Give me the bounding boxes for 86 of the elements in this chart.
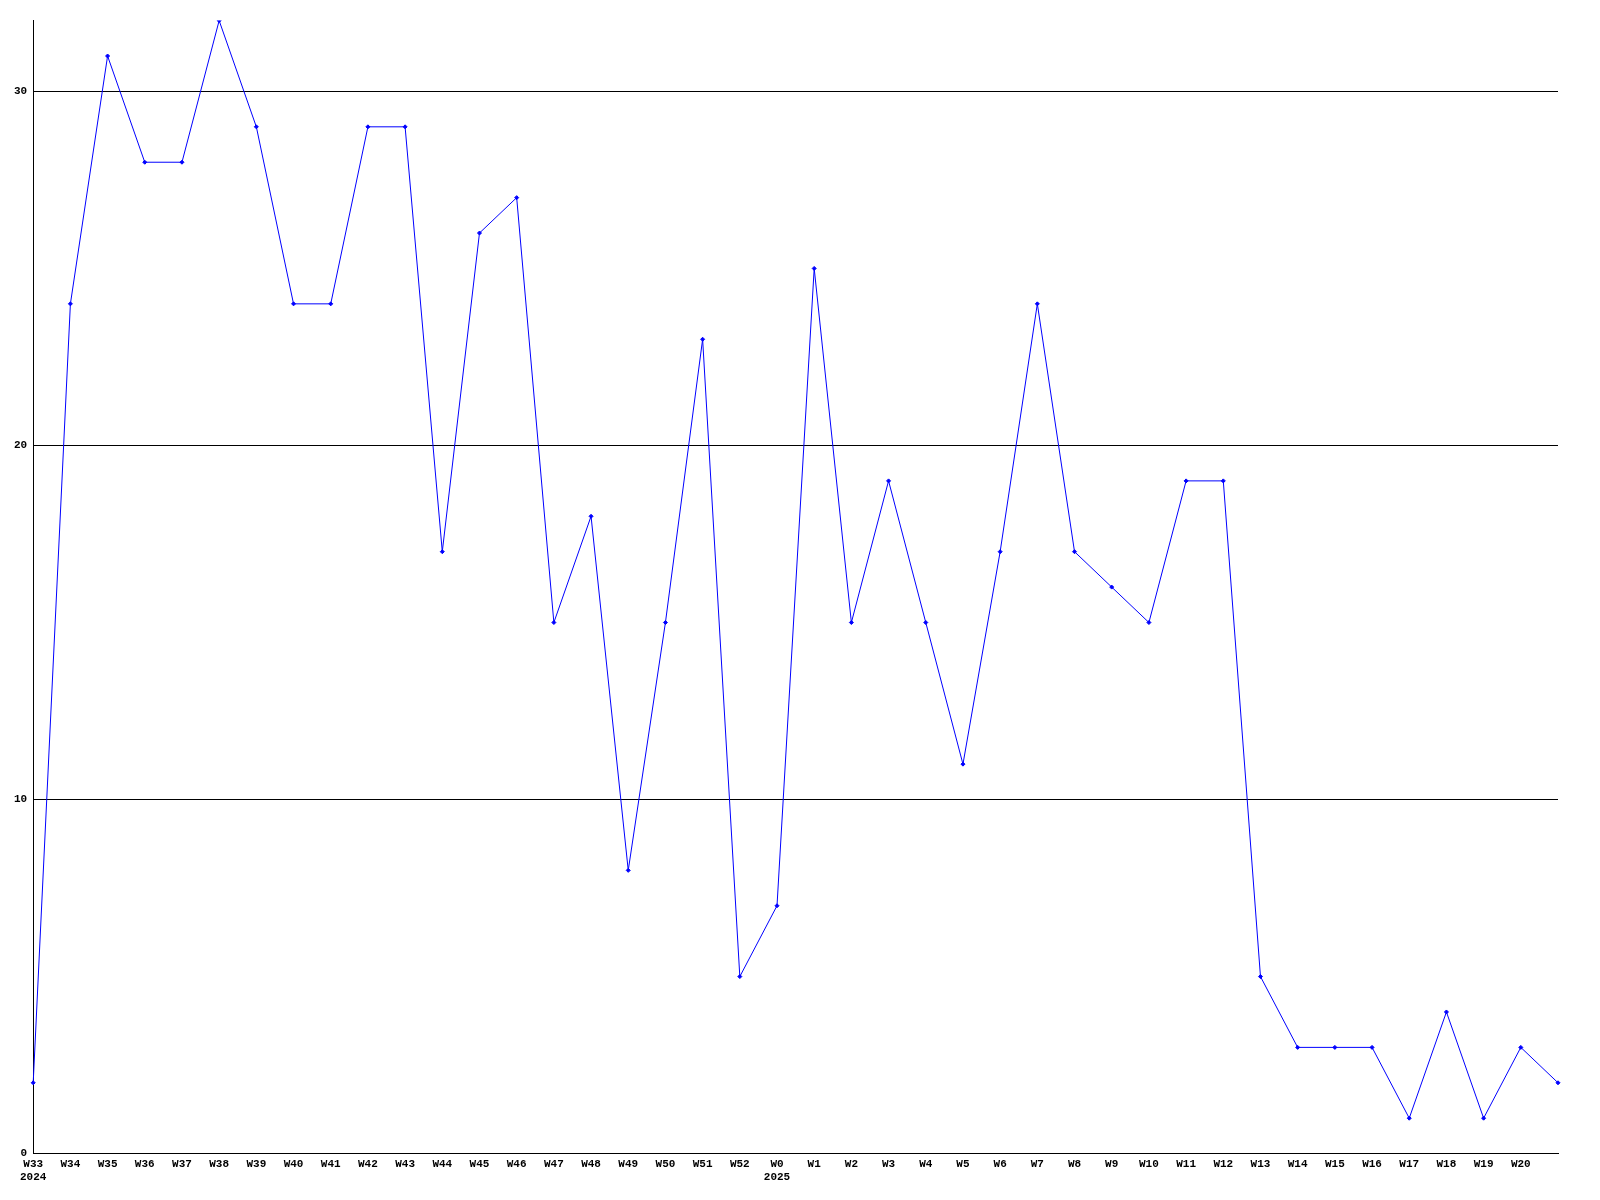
point xyxy=(476,230,482,236)
x-tick-label: W13 xyxy=(1250,1157,1271,1170)
x-tick-label: W16 xyxy=(1362,1157,1382,1170)
x-tick-label: W5 xyxy=(956,1157,970,1170)
point xyxy=(1555,1080,1561,1086)
x-tick-label: W38 xyxy=(209,1157,230,1170)
point xyxy=(253,124,259,130)
point xyxy=(439,549,445,555)
x-tick-label: W19 xyxy=(1473,1157,1494,1170)
point xyxy=(402,124,408,130)
x-tick-label: W36 xyxy=(134,1157,155,1170)
x-tick-label: W47 xyxy=(543,1157,564,1170)
x-tick-label: W11 xyxy=(1176,1157,1197,1170)
point xyxy=(1072,549,1078,555)
point xyxy=(105,53,111,59)
point xyxy=(514,195,520,201)
point xyxy=(886,478,892,484)
point xyxy=(179,159,185,165)
point xyxy=(291,301,297,307)
x-tick-label: W17 xyxy=(1399,1157,1420,1170)
x-tick-label: W48 xyxy=(581,1157,602,1170)
x-tick-label: W40 xyxy=(283,1157,304,1170)
point xyxy=(1220,478,1226,484)
point xyxy=(30,1080,36,1086)
x-tick-label: W10 xyxy=(1139,1157,1159,1170)
x-tick-label: W7 xyxy=(1030,1157,1044,1170)
x-tick-label: W45 xyxy=(469,1157,490,1170)
x-tick-label: W14 xyxy=(1287,1157,1308,1170)
x-tick-label: W8 xyxy=(1067,1157,1082,1170)
point xyxy=(848,620,854,626)
x-tick-label: W1 xyxy=(807,1157,822,1170)
y-tick-label: 20 xyxy=(14,439,28,452)
x-tick-label: W35 xyxy=(97,1157,118,1170)
point xyxy=(737,974,743,980)
point xyxy=(1332,1044,1338,1050)
y-tick-label: 0 xyxy=(20,1147,28,1160)
x-tick-label: W4 xyxy=(919,1157,933,1170)
point xyxy=(662,620,668,626)
point xyxy=(1034,301,1040,307)
x-tick-label: W50 xyxy=(655,1157,676,1170)
x-tick-label: W2 xyxy=(844,1157,858,1170)
point xyxy=(142,159,148,165)
x-tick-label: W46 xyxy=(506,1157,527,1170)
x-tick-label: W44 xyxy=(432,1157,453,1170)
x-tick-label: W51 xyxy=(692,1157,713,1170)
y-tick-label: 10 xyxy=(14,793,28,806)
point xyxy=(67,301,73,307)
x-tick-label: W42 xyxy=(358,1157,378,1170)
x-tick-label: W12 xyxy=(1213,1157,1234,1170)
y-tick-label: 30 xyxy=(14,85,28,98)
point xyxy=(774,903,780,909)
point xyxy=(1481,1115,1487,1121)
x-tick-label: W18 xyxy=(1436,1157,1457,1170)
point xyxy=(1518,1044,1524,1050)
point xyxy=(1443,1009,1449,1015)
x-tick-label: W20 xyxy=(1510,1157,1531,1170)
x-tick-label: W9 xyxy=(1105,1157,1119,1170)
x-tick-label: W15 xyxy=(1324,1157,1346,1170)
point xyxy=(1369,1044,1375,1050)
point xyxy=(1146,620,1152,626)
x-tick-label: W3 xyxy=(881,1157,896,1170)
point xyxy=(328,301,334,307)
point xyxy=(1257,974,1263,980)
x-tick-label: W0 2025 xyxy=(763,1157,791,1184)
point xyxy=(625,867,631,873)
x-tick-label: W41 xyxy=(320,1157,342,1170)
point xyxy=(1406,1115,1412,1121)
x-tick-label: W6 xyxy=(993,1157,1007,1170)
point xyxy=(1109,584,1115,590)
point xyxy=(923,620,929,626)
x-tick-label: W39 xyxy=(246,1157,267,1170)
x-tick-label: W43 xyxy=(395,1157,416,1170)
point xyxy=(365,124,371,130)
point xyxy=(551,620,557,626)
x-tick-label: W52 xyxy=(729,1157,750,1170)
x-tick-label: W34 xyxy=(60,1157,81,1170)
point xyxy=(1295,1044,1301,1050)
x-tick-label: W33 2024 xyxy=(20,1157,47,1184)
point xyxy=(997,549,1003,555)
point xyxy=(811,265,817,271)
x-tick-label: W49 xyxy=(618,1157,639,1170)
point xyxy=(700,336,706,342)
x-tick-label: W37 xyxy=(172,1157,192,1170)
point xyxy=(1183,478,1189,484)
point xyxy=(960,761,966,767)
point xyxy=(588,513,594,519)
